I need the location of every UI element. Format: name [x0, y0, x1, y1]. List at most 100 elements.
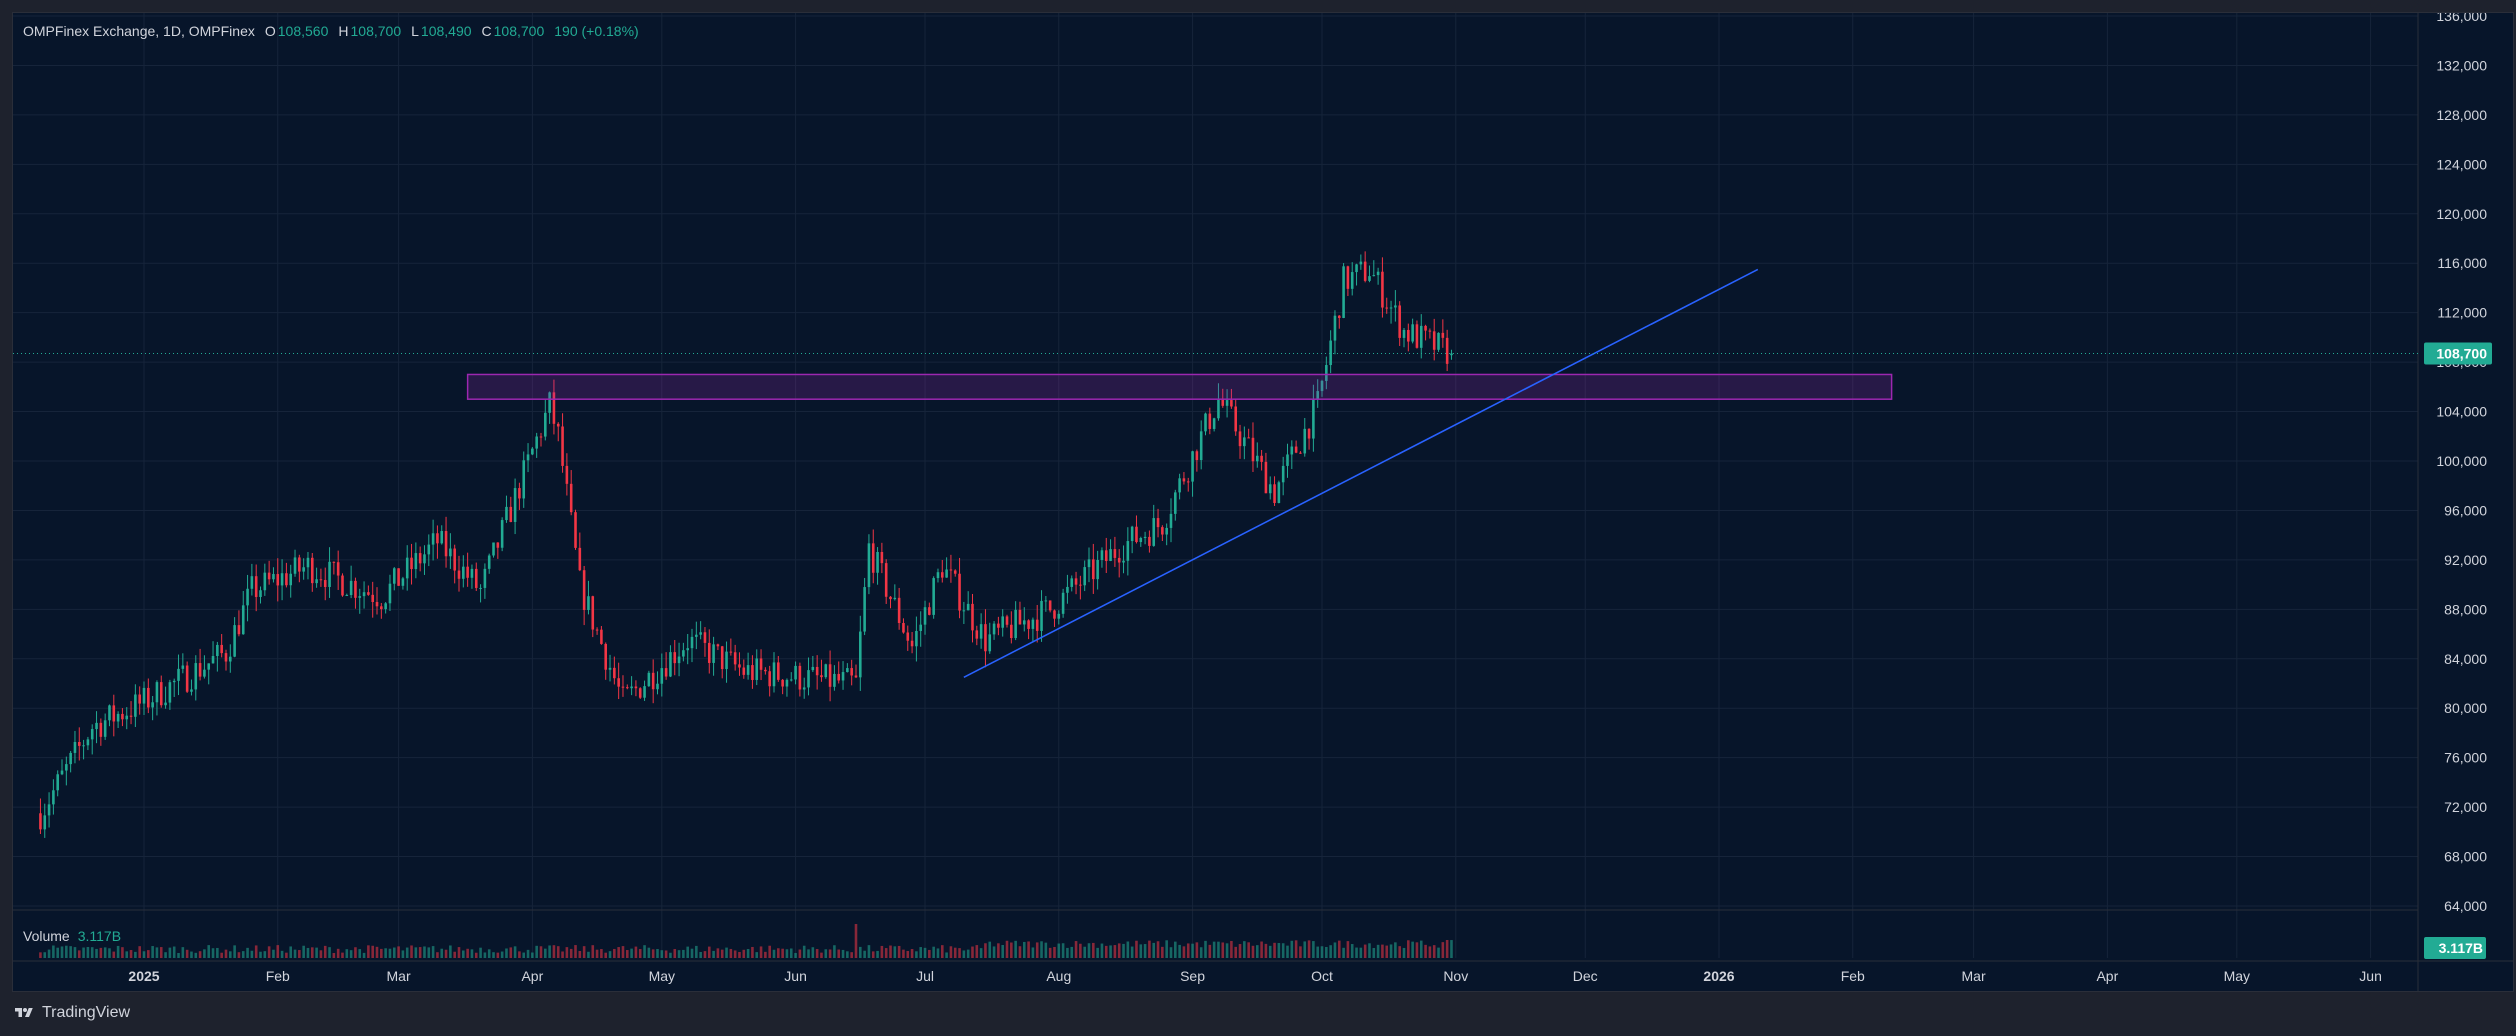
volume-bar	[1385, 945, 1389, 958]
volume-bar	[1230, 940, 1233, 958]
volume-bar	[703, 951, 707, 958]
volume-bar	[190, 951, 193, 958]
volume-bar	[1048, 947, 1052, 958]
chart-pane[interactable]: 136,000 132,000 128,000 124,000 120,000 116,0…	[12, 12, 2514, 992]
volume-bar	[362, 952, 366, 958]
volume-bar	[928, 949, 931, 958]
candle-body	[518, 488, 521, 499]
volume-bar	[936, 948, 940, 958]
volume-bar	[1243, 941, 1246, 958]
price-tick-label: 132,000	[2436, 57, 2487, 73]
time-tick-label: May	[649, 968, 675, 984]
volume-bar	[729, 948, 733, 958]
volume-bar	[155, 947, 159, 958]
volume-bar	[1342, 947, 1345, 958]
candle-body	[798, 665, 802, 690]
candle-body	[1281, 465, 1285, 483]
volume-bar	[962, 950, 966, 958]
price-chart[interactable]: 136,000 132,000 128,000 124,000 120,000 116,0…	[13, 13, 2514, 992]
volume-bar	[548, 945, 551, 958]
volume-bar	[285, 952, 288, 958]
candle-body	[915, 630, 918, 647]
volume-bar	[707, 946, 711, 958]
candle-body	[95, 722, 98, 730]
volume-bar	[1355, 947, 1358, 958]
volume-bar	[1165, 940, 1168, 958]
candle-body	[121, 713, 124, 720]
candle-body	[846, 668, 849, 673]
volume-bar	[1441, 942, 1445, 958]
volume-bar	[263, 951, 267, 958]
candle-body	[164, 702, 167, 706]
volume-bar	[336, 948, 340, 958]
support-zone-rect	[466, 373, 1893, 400]
volume-bar	[1359, 947, 1363, 958]
volume-bar	[487, 949, 491, 958]
volume-bar	[876, 950, 879, 958]
candle-body	[82, 745, 85, 747]
volume-bar	[915, 951, 918, 958]
candle-body	[1217, 398, 1220, 419]
candle-body	[289, 573, 293, 586]
candle-body	[1325, 365, 1328, 381]
tradingview-logo-icon	[15, 1008, 33, 1017]
candle-body	[949, 569, 953, 571]
volume-bar	[1394, 942, 1397, 958]
volume-bar	[241, 951, 245, 958]
time-tick-label: Oct	[1311, 968, 1333, 984]
volume-bar	[958, 948, 961, 958]
candle-body	[198, 663, 202, 677]
open-value: 108,560	[277, 23, 329, 39]
candle-body	[168, 682, 172, 703]
candle-body	[1169, 513, 1173, 528]
candle-body	[427, 544, 431, 555]
volume-bar	[699, 951, 702, 958]
candle-body	[988, 634, 992, 652]
volume-bar	[341, 952, 344, 958]
volume-bar	[436, 952, 439, 958]
candle-body	[1035, 619, 1039, 631]
volume-bar	[940, 945, 944, 958]
candle-body	[595, 629, 599, 631]
volume-bar	[647, 947, 651, 958]
candle-body	[561, 426, 564, 466]
volume-bar	[828, 949, 832, 958]
volume-bar	[276, 945, 280, 958]
volume-bar	[1255, 945, 1259, 958]
candle-body	[962, 610, 966, 612]
volume-bar	[1437, 947, 1440, 958]
candle-body	[682, 650, 685, 657]
volume-bar	[850, 952, 853, 958]
volume-bar	[1333, 942, 1337, 958]
volume-bar	[1014, 940, 1017, 958]
candle-body	[828, 664, 832, 687]
price-tick-label: 88,000	[2444, 601, 2487, 617]
volume-bar	[371, 945, 374, 958]
volume-bar	[1070, 946, 1074, 958]
volume-bar	[1445, 940, 1449, 958]
candle-body	[902, 622, 905, 633]
volume-bar	[272, 949, 275, 958]
candle-body	[729, 651, 733, 653]
candle-body	[220, 644, 223, 654]
candle-body	[716, 644, 720, 647]
volume-bar	[358, 949, 362, 958]
footer[interactable]: TradingView	[12, 1004, 130, 1022]
candle-body	[1079, 584, 1082, 586]
candle-body	[380, 606, 383, 610]
price-axis: 136,000 132,000 128,000 124,000 120,000 116,0…	[2436, 13, 2487, 914]
volume-bar	[60, 946, 64, 958]
candle-body	[1346, 266, 1350, 289]
volume-bar	[1381, 944, 1384, 958]
candle-body	[1247, 437, 1250, 439]
volume-bar	[880, 945, 884, 958]
time-tick-label: Jun	[2359, 968, 2382, 984]
volume-bar	[1174, 941, 1177, 958]
candle-body	[690, 636, 694, 649]
candle-body	[509, 506, 513, 522]
volume-bar	[772, 949, 776, 958]
candle-body	[513, 488, 517, 522]
candle-body	[1333, 315, 1337, 341]
volume-bar	[1035, 942, 1039, 958]
volume-bar	[1238, 944, 1242, 958]
